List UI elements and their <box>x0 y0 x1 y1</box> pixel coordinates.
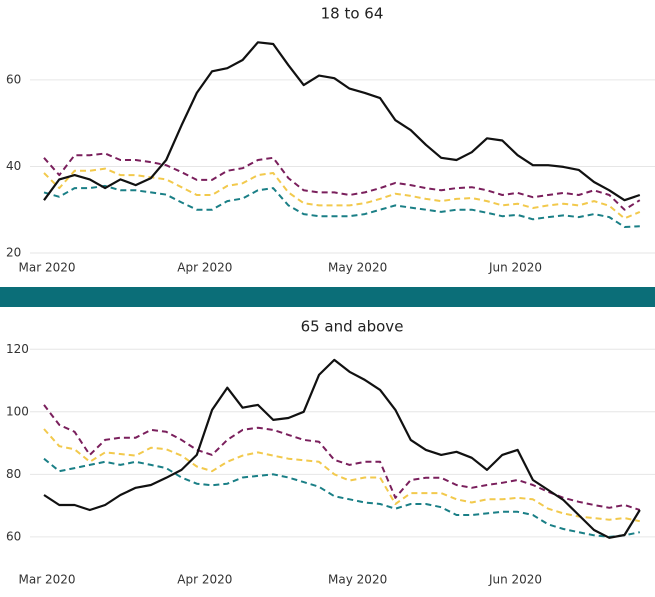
x-tick-label: May 2020 <box>328 261 387 275</box>
y-tick-label: 120 <box>6 342 29 356</box>
chart-title: 18 to 64 <box>321 5 384 23</box>
x-tick-label: Apr 2020 <box>177 261 232 275</box>
y-tick-label: 20 <box>6 246 21 260</box>
y-tick-label: 60 <box>6 72 21 86</box>
series-line <box>43 457 640 538</box>
separator-band <box>0 287 655 307</box>
y-tick-label: 60 <box>6 529 21 543</box>
x-tick-label: May 2020 <box>328 573 387 587</box>
series-line <box>43 404 641 511</box>
chart-title: 65 and above <box>301 318 404 336</box>
x-tick-label: Apr 2020 <box>177 573 232 587</box>
series-line <box>43 184 640 228</box>
y-tick-label: 100 <box>6 404 29 418</box>
x-tick-label: Jun 2020 <box>488 261 542 275</box>
series-line <box>43 152 641 211</box>
x-tick-label: Mar 2020 <box>19 573 76 587</box>
series-line <box>43 167 641 220</box>
y-tick-label: 80 <box>6 467 21 481</box>
y-tick-label: 40 <box>6 159 21 173</box>
series-line <box>43 41 641 202</box>
x-tick-label: Mar 2020 <box>19 261 76 275</box>
series-line <box>43 428 640 523</box>
x-tick-label: Jun 2020 <box>488 573 542 587</box>
series-line <box>43 358 641 539</box>
